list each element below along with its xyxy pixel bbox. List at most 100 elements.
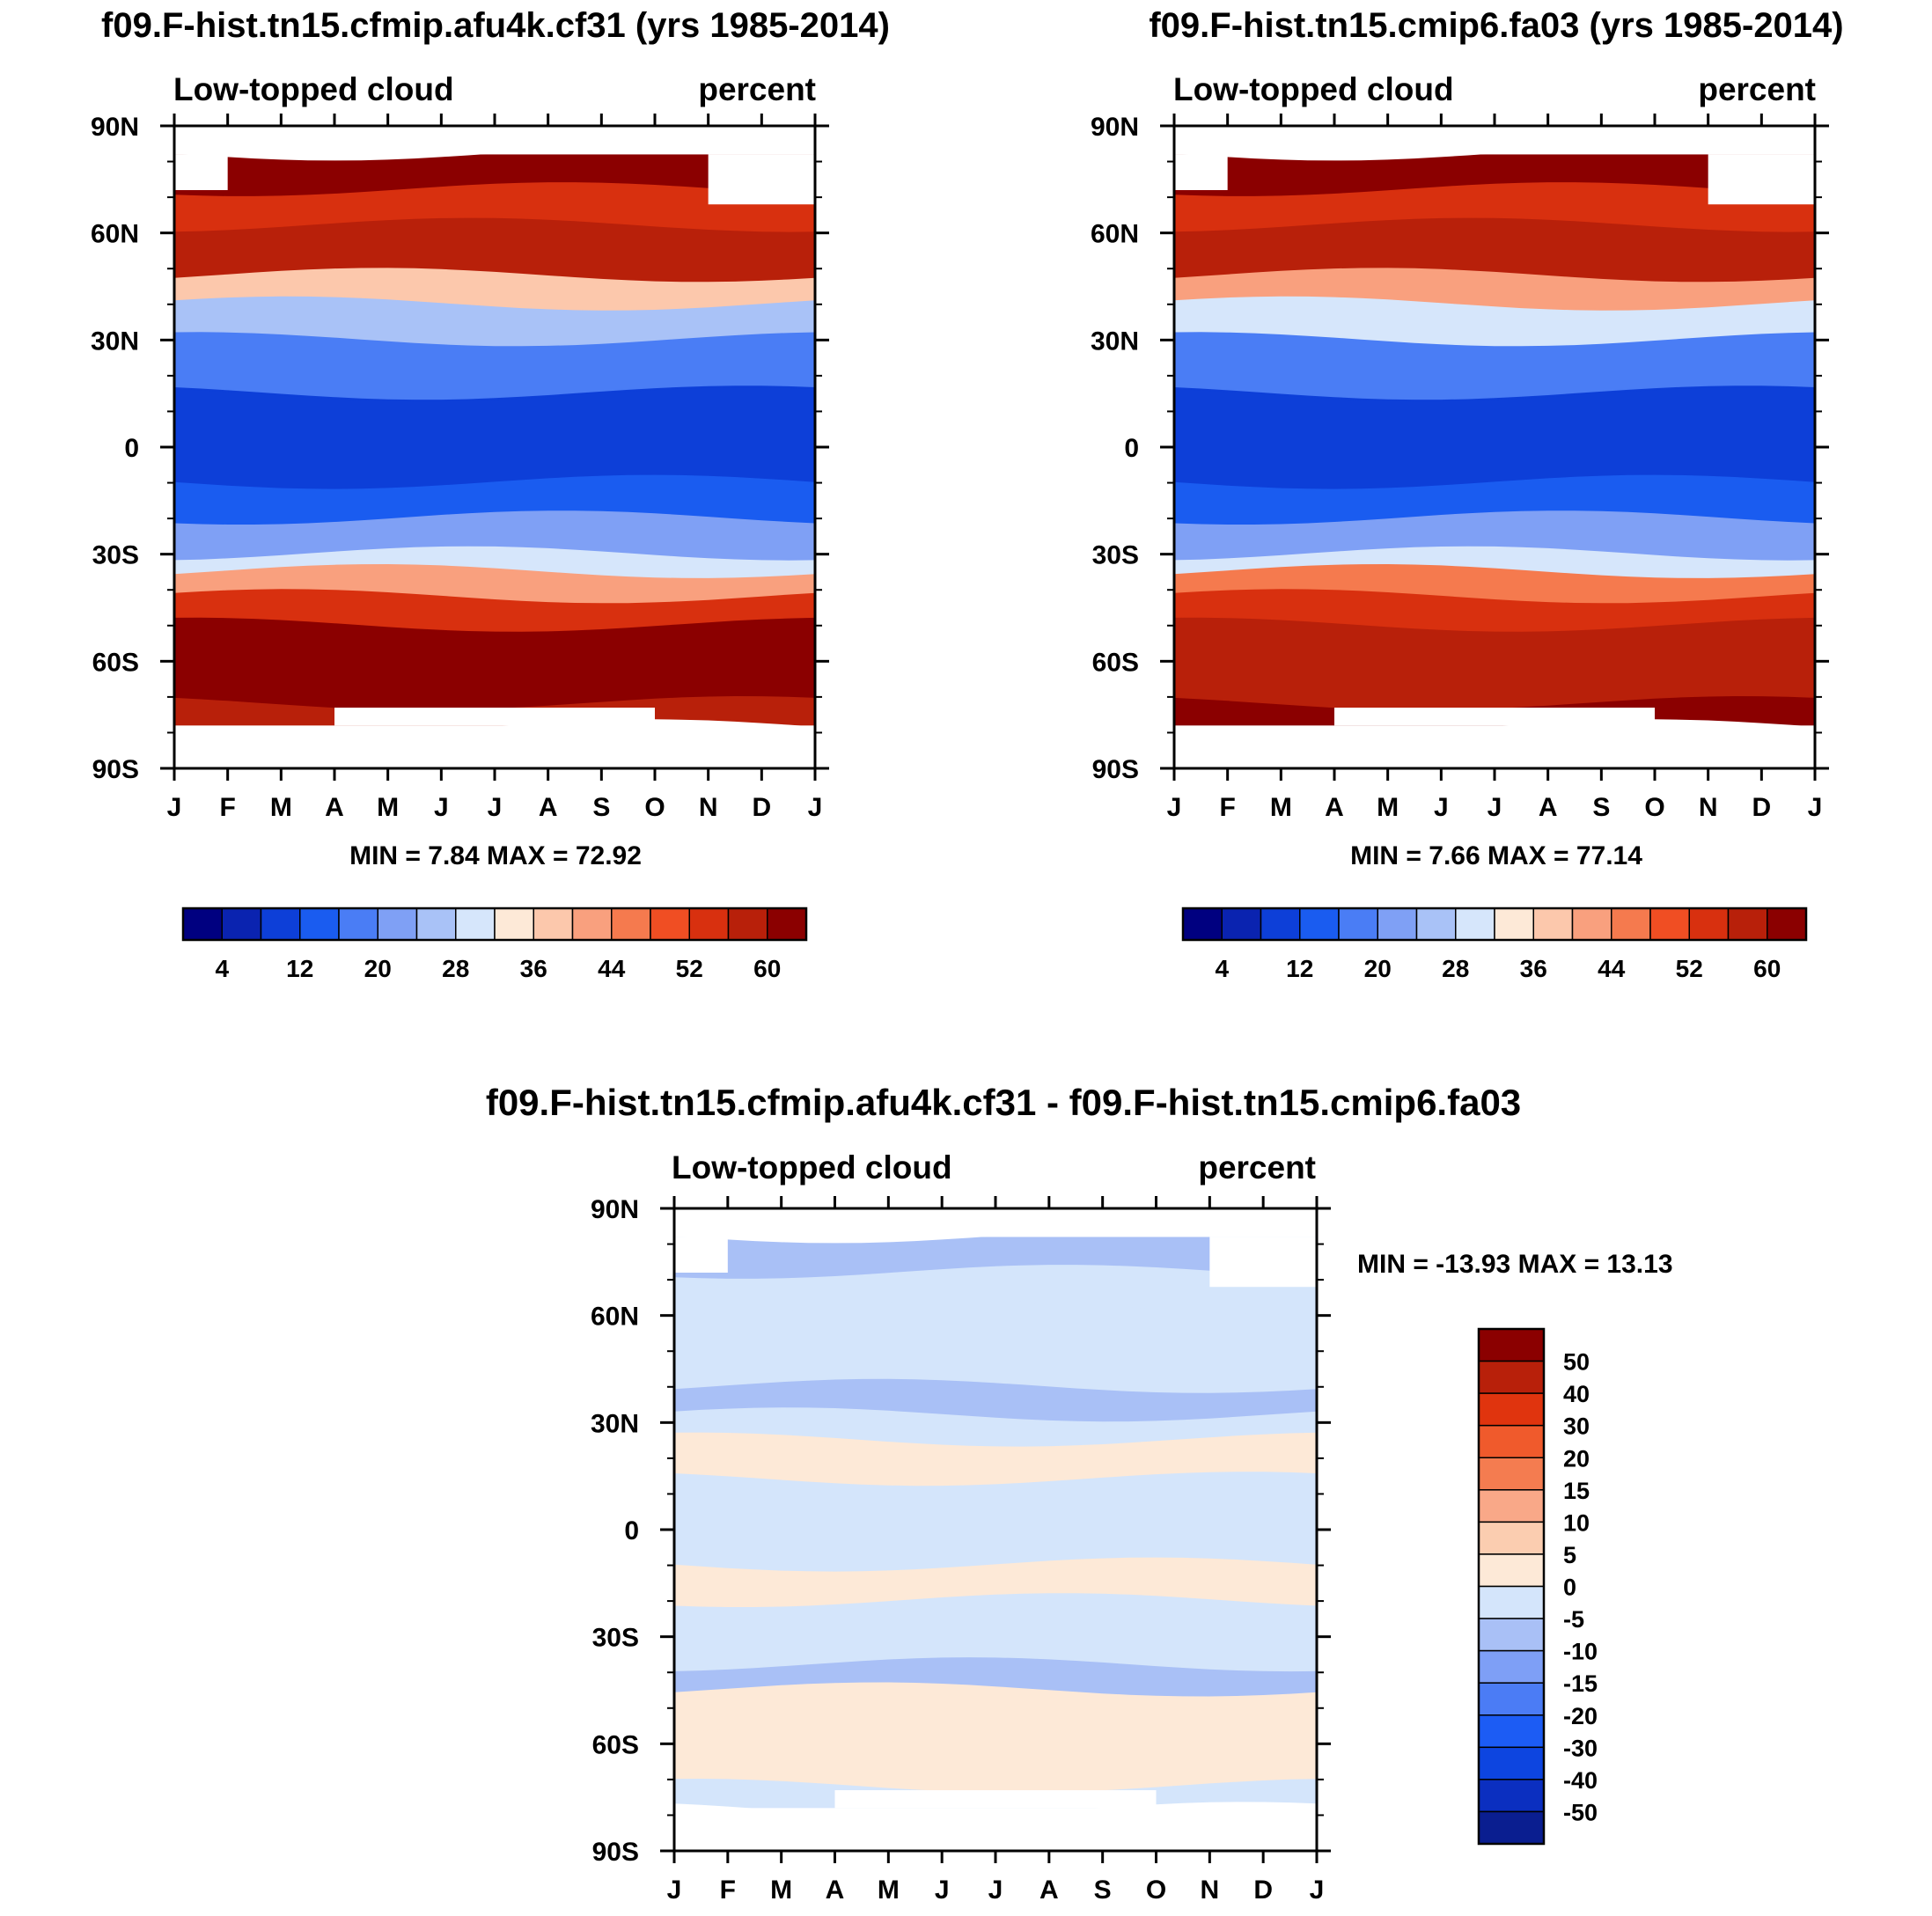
x-tick-label: M [770,1876,792,1905]
colorbar-swatch [1478,1360,1545,1394]
heatmap-plot: J F M A M J J A S O N D J 90N 60N 30N 0 30S 60S 90S [591,1195,1331,1905]
no-data-gap [834,1790,1157,1809]
no-data-south [174,725,815,768]
y-tick-label: 60N [591,1303,639,1332]
x-tick-label: J [667,1876,682,1905]
colorbar-label: 4 [1215,955,1229,982]
x-tick-label: N [1200,1876,1219,1905]
x-tick-label: F [220,793,236,822]
x-tick-label: J [1808,793,1823,822]
colorbar-label: 15 [1563,1478,1590,1504]
x-tick-label: D [1253,1876,1273,1905]
colorbar-swatch [1478,1424,1545,1458]
x-tick-label: M [878,1876,900,1905]
min-max-label: MIN = 7.84 MAX = 72.92 [349,841,642,870]
panel-cmip6: f09.F-hist.tn15.cmip6.fa03 (yrs 1985-201… [1091,6,1844,982]
x-tick-label: J [1167,793,1182,822]
colorbar-label: -15 [1563,1670,1598,1697]
colorbar-swatch [767,907,807,941]
y-tick-label: 30S [92,541,139,570]
colorbar-swatch [1478,1649,1545,1684]
no-data-gap [1174,154,1228,190]
colorbar-swatch [299,907,340,941]
colorbar-swatch [1338,907,1378,941]
y-tick-label: 60N [91,220,139,249]
colorbar-label: 28 [442,955,469,982]
y-tick-label: 90S [1092,755,1139,784]
no-data-gap [1708,154,1815,205]
colorbar-label: 20 [1563,1445,1590,1472]
colorbar-swatch [1478,1618,1545,1652]
y-tick-label: 0 [124,434,139,463]
x-tick-label: A [539,793,558,822]
x-tick-label: F [720,1876,736,1905]
contour-band [1174,385,1815,491]
x-tick-label: O [1644,793,1664,822]
y-tick-label: 30N [91,327,139,356]
colorbar-swatch [415,907,457,941]
colorbar-swatch [1455,907,1495,941]
variable-label: Low-topped cloud [173,71,454,107]
no-data-north [674,1208,1317,1237]
x-tick-label: S [1094,1876,1112,1905]
x-tick-label: A [1539,793,1558,822]
field [174,126,815,768]
colorbar-swatch [1688,907,1730,941]
colorbar-label: 44 [1598,955,1626,982]
colorbar-label: 40 [1563,1381,1590,1407]
min-max-label: MIN = -13.93 MAX = 13.13 [1357,1250,1673,1279]
no-data-north [174,126,815,155]
field [674,1208,1317,1851]
contour-band [674,1300,1317,1395]
colorbar-swatch [1478,1457,1545,1491]
x-tick-label: J [434,793,449,822]
colorbar-swatch [494,907,534,941]
colorbar-frame [1181,907,1808,942]
colorbar-label: 10 [1563,1509,1590,1536]
colorbar-swatch [1478,1392,1545,1427]
colorbar-swatch [338,907,378,941]
y-tick-label: 30N [1091,327,1139,356]
x-tick-label: M [270,793,292,822]
colorbar-frame [181,907,808,942]
y-tick-label: 60S [592,1730,639,1759]
colorbar-label: -30 [1563,1735,1598,1761]
colorbar-swatch [571,907,613,941]
colorbar-swatch [1478,1553,1545,1588]
x-tick-label: M [1270,793,1292,822]
x-tick-label: O [644,793,665,822]
colorbar-label: 52 [1676,955,1703,982]
no-data-north [1174,126,1815,155]
x-tick-label: J [1310,1876,1325,1905]
contour-band [674,1472,1317,1574]
y-tick-label: 90S [592,1838,639,1867]
colorbar-swatch [1649,907,1690,941]
x-tick-label: A [1039,1876,1059,1905]
colorbar-swatch [1478,1521,1545,1555]
colorbar-swatch [1221,907,1262,941]
colorbar-label: 44 [598,955,626,982]
heatmap-plot: J F M A M J J A S O N D J 90N 60N 30N 0 30S 60S 90S [91,113,829,822]
x-tick-label: O [1146,1876,1166,1905]
y-tick-label: 30S [592,1624,639,1653]
panel-cfmip: f09.F-hist.tn15.cfmip.afu4k.cf31 (yrs 19… [91,6,890,982]
colorbar-frame [1477,1327,1546,1846]
x-tick-label: J [488,793,503,822]
colorbar: 4 12 20 28 36 44 52 60 [181,907,808,982]
colorbar-swatch [1478,1810,1545,1845]
colorbar-swatch [377,907,418,941]
colorbar-label: 50 [1563,1349,1590,1376]
y-tick-label: 60N [1091,220,1139,249]
no-data-gap [1209,1237,1317,1288]
x-tick-label: N [699,793,718,822]
y-tick-label: 0 [624,1516,639,1545]
colorbar-label: 36 [520,955,547,982]
colorbar-swatch [1478,1682,1545,1716]
x-tick-label: J [808,793,823,822]
x-tick-label: J [167,793,182,822]
colorbar: 4 12 20 28 36 44 52 60 [1181,907,1808,982]
x-tick-label: S [1592,793,1610,822]
colorbar-label: 28 [1442,955,1469,982]
